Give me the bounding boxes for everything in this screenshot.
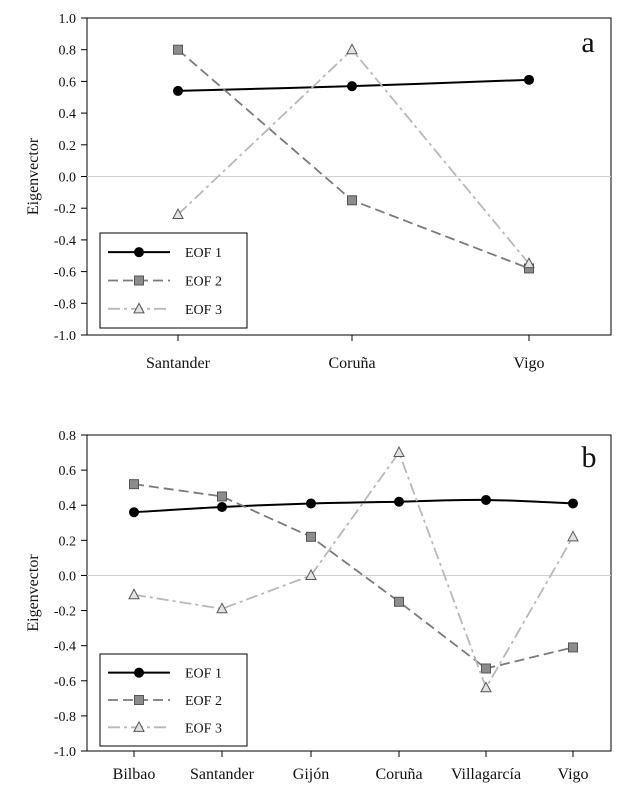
y-tick-label: -0.2 (54, 202, 76, 217)
y-tick-label: 0.2 (59, 534, 77, 549)
data-point (307, 532, 316, 541)
legend-marker (135, 276, 144, 285)
y-tick-label: -0.8 (54, 297, 76, 312)
data-point (307, 499, 316, 508)
panel-letter: a (581, 26, 594, 59)
y-tick-label: 0.0 (59, 171, 77, 186)
legend-label: EOF 3 (185, 303, 222, 318)
legend-marker (135, 668, 144, 677)
data-point (174, 86, 183, 95)
data-point (130, 508, 139, 517)
data-point (569, 643, 578, 652)
data-point (525, 75, 534, 84)
legend-box (100, 654, 247, 746)
y-tick-label: -0.2 (54, 605, 76, 620)
y-tick-label: 1.0 (59, 12, 77, 27)
y-tick-label: 0.8 (59, 429, 77, 444)
y-tick-label: -0.6 (54, 266, 76, 281)
x-tick-label: Vigo (557, 766, 588, 783)
x-tick-label: Villagarcía (451, 766, 521, 783)
x-tick-label: Coruña (375, 766, 422, 783)
legend-marker (135, 248, 144, 257)
x-tick-label: Gijón (293, 766, 329, 783)
y-axis-label: Eigenvector (25, 554, 42, 632)
chart-panel-a: 1.0 0.8 0.6 0.4 0.2 0.0 -0.2 -0.4 -0.6 -0.8 -1.0 Sa… (25, 12, 611, 372)
y-tick-label: -0.4 (54, 234, 76, 249)
y-tick-label: 0.4 (59, 107, 77, 122)
legend-marker (135, 696, 144, 705)
legend: EOF 1 EOF 2 EOF 3 (100, 233, 247, 328)
y-axis-label: Eigenvector (25, 137, 42, 215)
data-point (348, 82, 357, 91)
data-point (218, 502, 227, 511)
legend-label: EOF 1 (185, 667, 222, 682)
x-tick-label: Coruña (328, 355, 375, 372)
y-tick-label: 0.6 (59, 464, 77, 479)
y-tick-label: 0.4 (59, 499, 77, 514)
legend-label: EOF 3 (185, 721, 222, 736)
y-tick-label: 0.0 (59, 569, 77, 584)
panel-letter: b (582, 441, 597, 474)
data-point (395, 597, 404, 606)
x-tick-label: Santander (146, 355, 211, 372)
data-point (569, 499, 578, 508)
y-tick-label: -1.0 (54, 329, 76, 344)
y-tick-label: -0.8 (54, 710, 76, 725)
legend-box (100, 233, 247, 328)
data-point (130, 480, 139, 489)
x-tick-label: Santander (190, 766, 255, 783)
data-point (482, 495, 491, 504)
legend: EOF 1 EOF 2 EOF 3 (100, 654, 247, 746)
y-tick-label: 0.6 (59, 75, 77, 90)
x-tick-label: Bilbao (113, 766, 156, 783)
data-point (395, 497, 404, 506)
legend-label: EOF 2 (185, 275, 222, 290)
y-tick-label: -0.4 (54, 640, 76, 655)
chart-panel-b: 0.8 0.6 0.4 0.2 0.0 -0.2 -0.4 -0.6 -0.8 -1.0 Bilba… (25, 429, 611, 783)
y-tick-label: 0.8 (59, 44, 77, 59)
data-point (218, 492, 227, 501)
data-point (174, 45, 183, 54)
y-tick-label: 0.2 (59, 139, 77, 154)
data-point (348, 196, 357, 205)
data-point (482, 664, 491, 673)
y-tick-label: -0.6 (54, 675, 76, 690)
y-tick-label: -1.0 (54, 745, 76, 760)
legend-label: EOF 1 (185, 246, 222, 261)
legend-label: EOF 2 (185, 694, 222, 709)
x-tick-label: Vigo (513, 355, 544, 372)
